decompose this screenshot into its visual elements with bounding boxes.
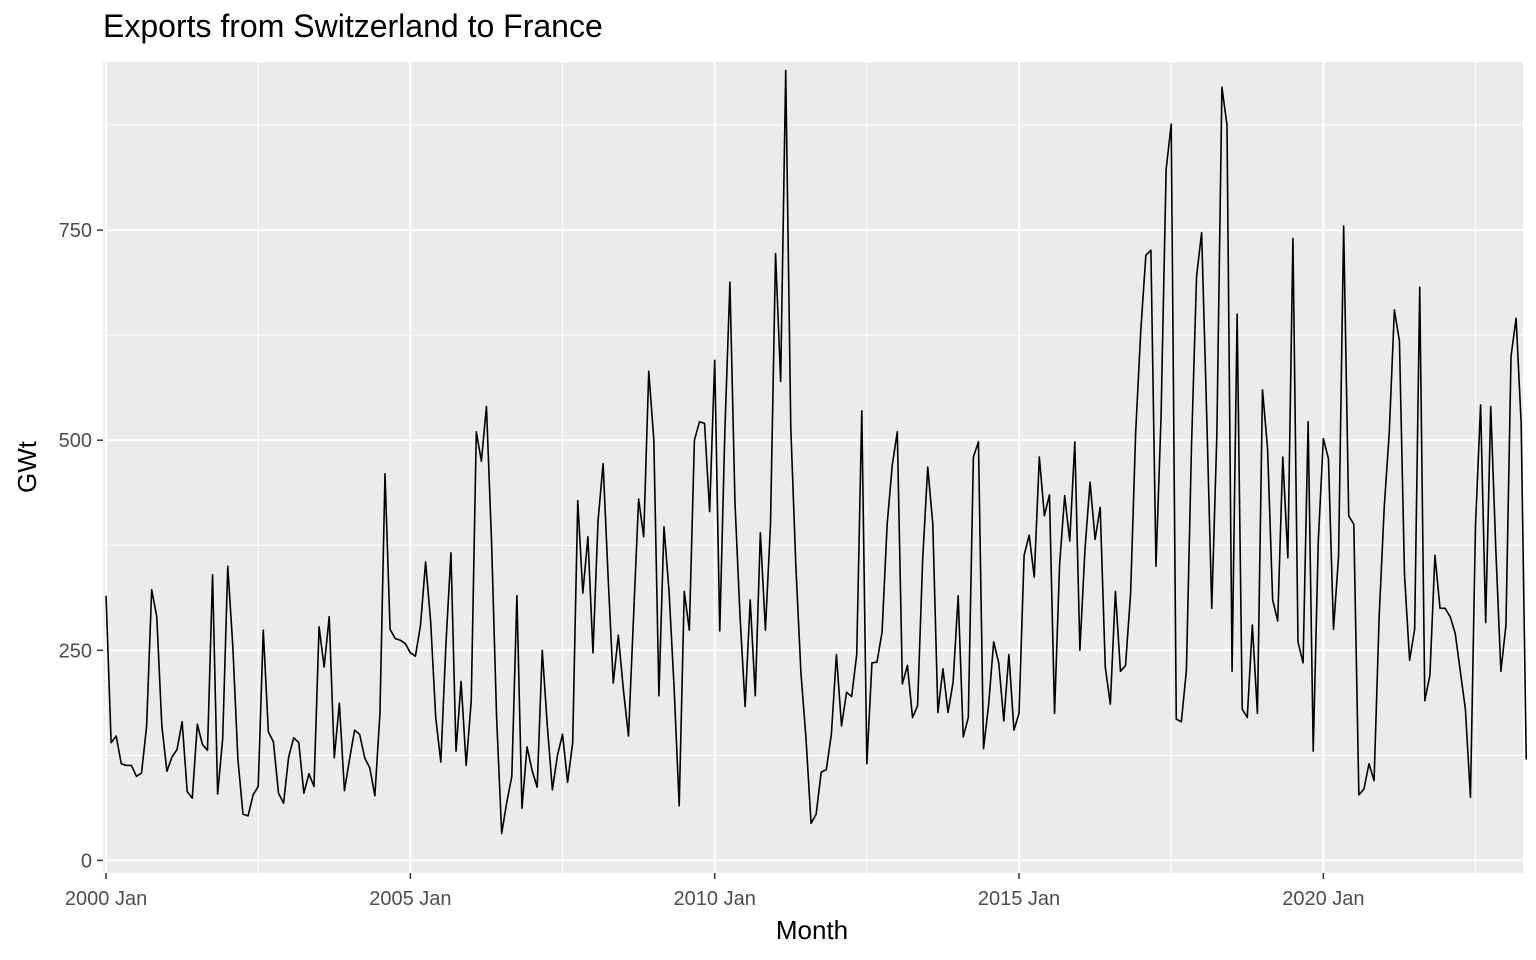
series-line-0 [105,69,1528,835]
x-axis-title: Month [776,915,848,945]
x-tick-label: 2020 Jan [1282,888,1364,910]
y-tick-labels: 0 250 500 750 [59,220,92,872]
x-tick-label: 2010 Jan [674,888,756,910]
x-tick-label: 2000 Jan [65,888,147,910]
x-tick-labels: 2000 Jan 2005 Jan 2010 Jan 2015 Jan 2020 Jan [65,888,1365,910]
series-layer [105,69,1528,835]
x-tick-label: 2005 Jan [369,888,451,910]
y-tick-label: 750 [59,220,92,242]
x-tick-label: 2015 Jan [978,888,1060,910]
axis-ticks [97,229,1325,879]
y-tick-label: 500 [59,430,92,452]
plot-panel [103,62,1523,873]
major-gridlines [103,62,1523,873]
y-tick-label: 250 [59,640,92,662]
chart-title: Exports from Switzerland to France [103,8,603,44]
y-axis-title: GWt [12,440,42,493]
y-tick-label: 0 [81,850,92,872]
